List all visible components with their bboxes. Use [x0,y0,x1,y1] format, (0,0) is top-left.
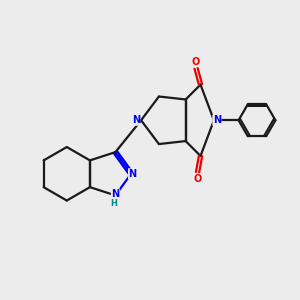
Text: N: N [111,189,119,199]
Text: O: O [192,57,200,67]
Text: O: O [194,174,202,184]
Text: N: N [213,115,221,125]
Text: N: N [128,169,137,179]
Text: H: H [110,199,117,208]
Text: N: N [132,115,140,125]
